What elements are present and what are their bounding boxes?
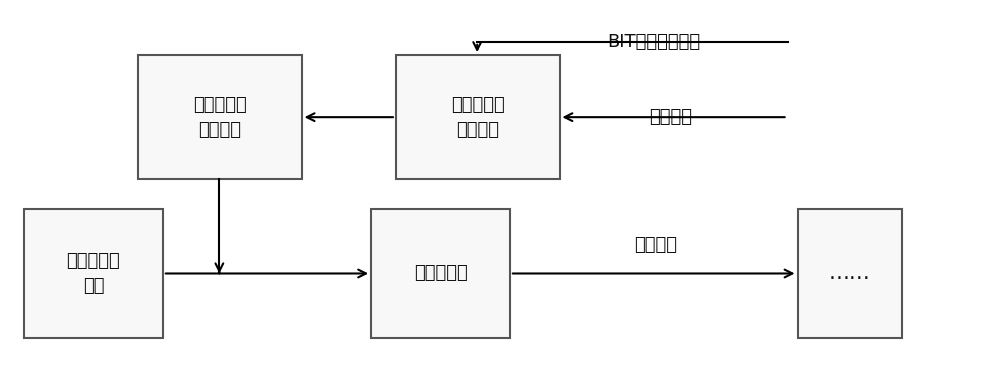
FancyBboxPatch shape — [396, 55, 560, 179]
FancyBboxPatch shape — [24, 209, 163, 338]
FancyBboxPatch shape — [371, 209, 510, 338]
Text: 方波信号: 方波信号 — [649, 108, 692, 126]
Text: 高阻输出总
线驱动器: 高阻输出总 线驱动器 — [451, 95, 505, 139]
Text: 电压信号: 电压信号 — [634, 236, 677, 254]
Text: BIT使能控制信号: BIT使能控制信号 — [607, 33, 700, 51]
Text: 电荷放大器: 电荷放大器 — [414, 264, 467, 283]
Text: 压电振动传
感器: 压电振动传 感器 — [67, 252, 120, 295]
Text: 无源电压转
电荷电路: 无源电压转 电荷电路 — [193, 95, 247, 139]
Text: ……: …… — [829, 263, 870, 283]
FancyBboxPatch shape — [138, 55, 302, 179]
FancyBboxPatch shape — [798, 209, 902, 338]
